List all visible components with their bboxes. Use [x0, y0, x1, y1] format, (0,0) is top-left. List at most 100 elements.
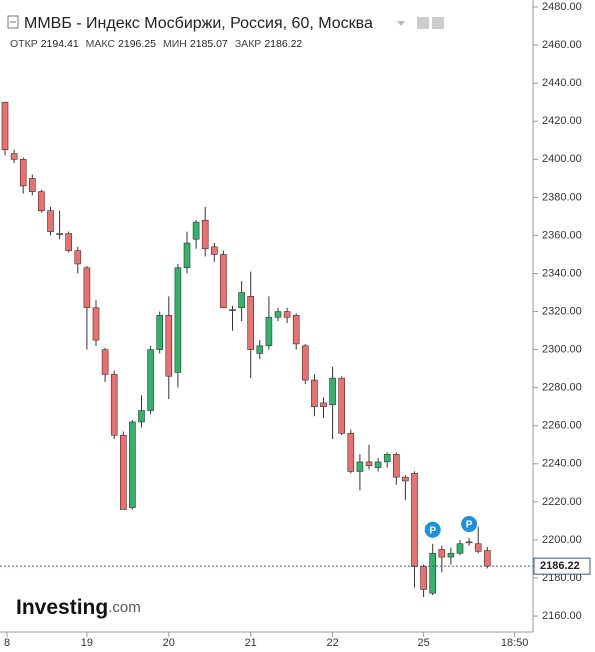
annotation-marker[interactable]: [461, 516, 478, 533]
candle-body: [365, 461, 373, 467]
logo-main: Investing: [16, 596, 108, 619]
y-tick-label: 2300.00: [542, 344, 582, 356]
candle-body: [101, 349, 109, 375]
y-tick-label: 2480.00: [542, 1, 582, 13]
readout-value: 2196.25: [118, 38, 156, 50]
candle-body: [256, 345, 264, 354]
candle-body: [301, 345, 309, 381]
x-tick-label: 20: [163, 637, 175, 649]
candle-body: [10, 153, 18, 160]
candle-body: [356, 461, 364, 472]
candle-body: [374, 461, 382, 468]
candle-body: [265, 316, 273, 347]
y-tick-label: 2340.00: [542, 267, 582, 279]
y-tick-label: 2420.00: [542, 115, 582, 127]
candle-body: [92, 307, 100, 341]
candle-body: [138, 410, 145, 423]
candle-body: [229, 309, 236, 311]
candle-body: [311, 379, 318, 408]
candle-body: [456, 543, 464, 554]
candle-body: [274, 311, 282, 318]
candle-body: [19, 158, 27, 187]
candle-body: [38, 191, 45, 211]
y-tick-label: 2180.00: [542, 572, 582, 584]
candle-body: [74, 250, 82, 265]
logo: Investing.com: [16, 596, 141, 619]
candle-body: [447, 552, 455, 558]
annotation-label: P: [466, 520, 473, 531]
candle-body: [110, 374, 118, 436]
annotation-marker[interactable]: [424, 521, 441, 538]
x-tick-label: 8: [4, 637, 10, 649]
dropdown-arrow[interactable]: [397, 21, 405, 26]
candle-body: [320, 402, 327, 408]
x-tick-label: 21: [245, 637, 257, 649]
candle-body: [47, 210, 54, 232]
readout-value: 2185.07: [190, 38, 228, 50]
candle-body: [292, 315, 300, 345]
candle-body: [438, 549, 446, 558]
x-tick-label: 25: [417, 637, 429, 649]
collapse-icon[interactable]: [7, 15, 19, 29]
candle-body: [129, 421, 136, 508]
last-price-tag: [533, 557, 591, 575]
candle-body: [338, 377, 346, 434]
candle-body: [465, 541, 473, 544]
candle-body: [120, 434, 127, 510]
candle-body: [83, 267, 91, 309]
candle-body: [283, 311, 291, 318]
chart-title: ММВБ - Индекс Мосбиржи, Россия, 60, Моск…: [24, 15, 373, 32]
candle-body: [483, 550, 491, 567]
candle-body: [247, 296, 254, 350]
candle-body: [1, 101, 9, 151]
y-tick-label: 2460.00: [542, 39, 582, 51]
gear-icon[interactable]: [432, 17, 444, 29]
annotation-label: P: [429, 525, 436, 536]
candle-body: [411, 473, 418, 567]
candle-body: [174, 267, 182, 373]
x-tick-label: 22: [326, 637, 338, 649]
candle-body: [383, 453, 391, 463]
candle-body: [147, 349, 154, 411]
last-price-label: 2186.22: [540, 560, 580, 572]
readout-value: 2186.22: [264, 38, 302, 50]
readout-label: МИН: [163, 38, 187, 50]
y-tick-label: 2280.00: [542, 382, 582, 394]
logo-text: Investing.com: [16, 596, 141, 619]
candle-body: [392, 453, 400, 478]
y-tick-label: 2400.00: [542, 153, 582, 165]
candle-body: [402, 476, 409, 482]
y-tick-label: 2360.00: [542, 229, 582, 241]
y-tick-label: 2440.00: [542, 77, 582, 89]
x-tick-label: 18:50: [501, 637, 529, 649]
candle-body: [183, 242, 191, 269]
candle-body: [420, 566, 427, 590]
y-tick-label: 2200.00: [542, 534, 582, 546]
readout-value: 2194.41: [41, 38, 79, 50]
y-tick-label: 2320.00: [542, 305, 582, 317]
candle-body: [165, 315, 173, 377]
candle-body: [192, 221, 200, 240]
candle-body: [211, 246, 218, 255]
y-tick-label: 2220.00: [542, 496, 582, 508]
candle-body: [329, 377, 336, 406]
readout-label: МАКС: [86, 38, 116, 50]
x-tick-label: 19: [81, 637, 93, 649]
y-tick-label: 2380.00: [542, 191, 582, 203]
y-tick-label: 2160.00: [542, 610, 582, 622]
readout-label: ОТКР: [10, 38, 38, 50]
logo-suffix: .com: [108, 599, 141, 616]
candle-body: [220, 254, 227, 309]
candle-body: [65, 233, 72, 251]
candle-body: [56, 233, 63, 235]
settings-icon[interactable]: [417, 17, 429, 29]
candle-body: [201, 219, 209, 250]
candle-body: [347, 433, 355, 472]
readout-label: ЗАКР: [235, 38, 261, 50]
candle-body: [238, 292, 245, 309]
candle-body: [28, 178, 36, 192]
candle-body: [156, 315, 163, 350]
candle-body: [474, 543, 482, 552]
y-tick-label: 2260.00: [542, 420, 582, 432]
